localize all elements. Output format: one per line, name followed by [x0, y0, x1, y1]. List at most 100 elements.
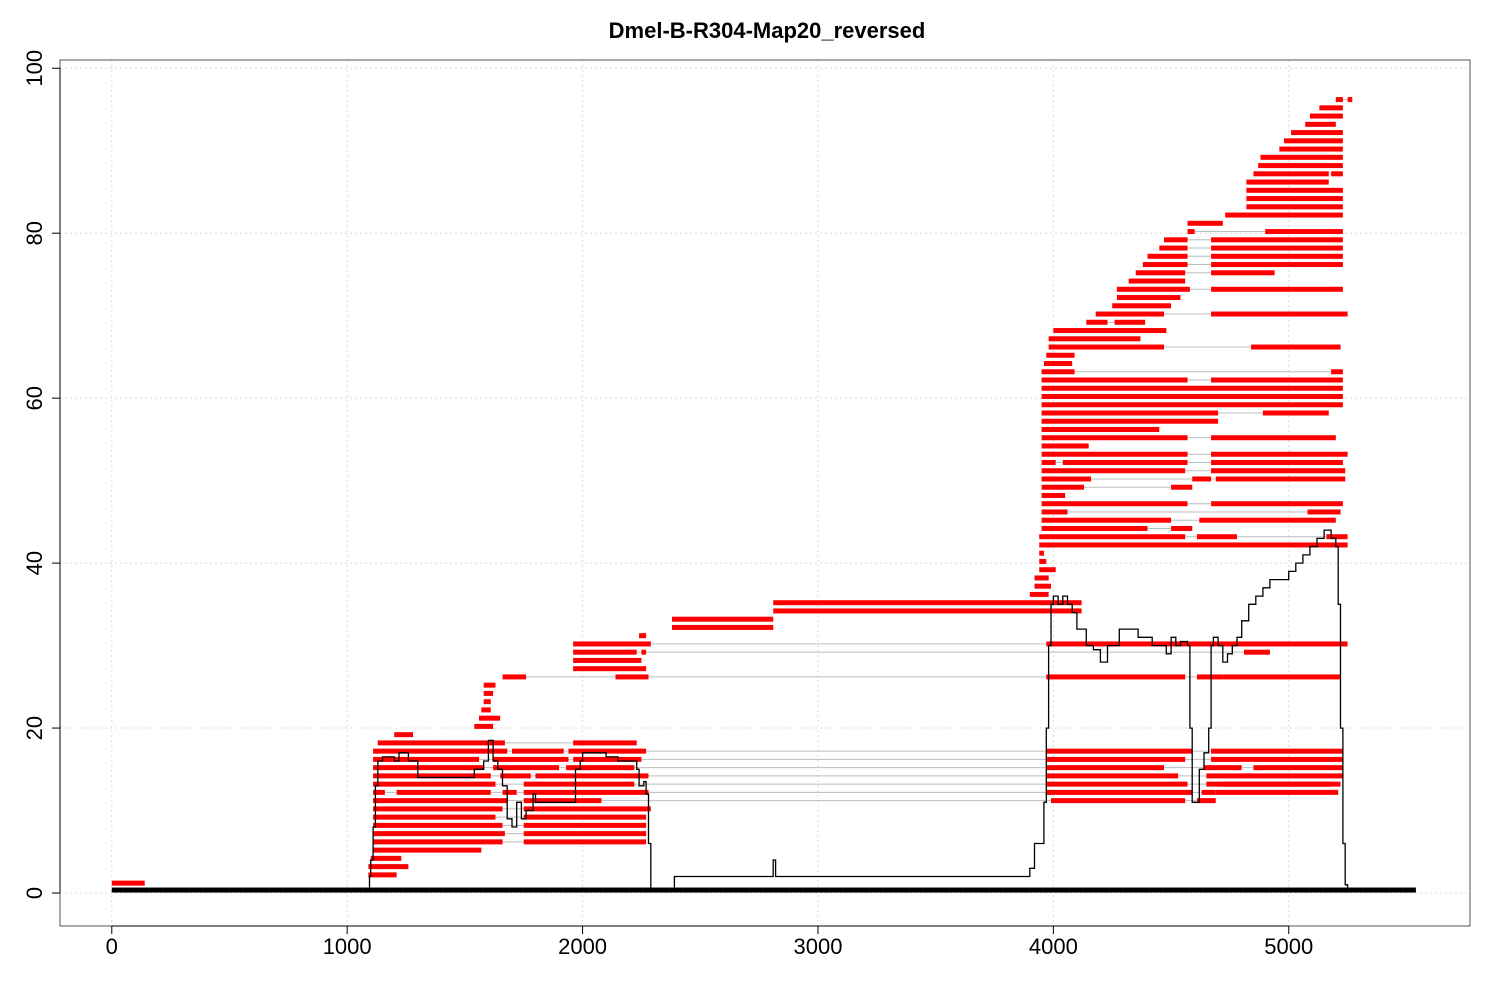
read-segment — [1034, 575, 1049, 581]
read-segment — [1159, 245, 1188, 251]
x-tick-label: 4000 — [1029, 934, 1078, 959]
read-segment — [1041, 426, 1160, 432]
read-segment — [1041, 509, 1068, 515]
y-tick-label: 20 — [22, 716, 47, 740]
read-segment — [1331, 171, 1343, 177]
read-segment — [1048, 336, 1141, 342]
read-segment — [1041, 402, 1343, 408]
read-segment — [1201, 789, 1216, 795]
read-segment — [1046, 773, 1179, 779]
read-segment — [1196, 798, 1216, 804]
read-segment — [1211, 270, 1275, 276]
read-segment — [1039, 542, 1348, 548]
read-segment — [373, 814, 496, 820]
read-segment — [373, 756, 479, 762]
read-segment — [1041, 435, 1188, 441]
read-segment — [1034, 583, 1052, 589]
read-segment — [502, 789, 517, 795]
read-segment — [1192, 476, 1212, 482]
read-segment — [1147, 253, 1188, 259]
read-segment — [1046, 765, 1164, 771]
read-segment — [1204, 765, 1242, 771]
read-segment — [474, 723, 494, 729]
coverage-line — [111, 529, 1416, 892]
read-segment — [373, 847, 482, 853]
read-segment — [1112, 303, 1172, 309]
x-tick-label: 3000 — [793, 934, 842, 959]
read-segment — [1347, 97, 1353, 103]
read-segment — [1265, 229, 1343, 235]
read-segment — [672, 624, 774, 630]
read-segment — [672, 616, 774, 622]
read-segment — [1307, 509, 1341, 515]
read-segment — [1041, 459, 1056, 465]
read-segment — [1041, 377, 1188, 383]
y-tick-label: 100 — [22, 50, 47, 87]
read-segment — [1041, 492, 1066, 498]
read-segment — [1046, 674, 1186, 680]
read-segment — [1206, 773, 1343, 779]
read-segment — [1335, 97, 1343, 103]
x-tick-label: 1000 — [323, 934, 372, 959]
read-segment — [396, 789, 491, 795]
y-tick-label: 0 — [22, 887, 47, 899]
read-segment — [481, 707, 491, 713]
coverage-line-group — [111, 529, 1416, 892]
read-segment — [1215, 476, 1346, 482]
read-segment — [1187, 220, 1223, 226]
read-segment — [368, 864, 409, 870]
x-tick-label: 5000 — [1264, 934, 1313, 959]
read-segment — [1215, 789, 1339, 795]
read-segment — [483, 682, 496, 688]
read-segment — [370, 855, 402, 861]
read-segment — [573, 649, 637, 655]
reference-span-bar — [111, 887, 1416, 893]
read-segment — [1041, 501, 1188, 507]
x-tick-label: 0 — [106, 934, 118, 959]
read-segment — [373, 806, 503, 812]
read-segment — [1251, 344, 1341, 350]
read-segment — [1222, 674, 1341, 680]
read-segment — [523, 798, 602, 804]
read-segment — [523, 789, 649, 795]
read-segment — [1284, 138, 1343, 144]
read-segment — [1039, 558, 1047, 564]
read-segments — [111, 97, 1353, 886]
read-segment — [373, 822, 503, 828]
read-segment — [1211, 501, 1343, 507]
read-segment — [1086, 319, 1108, 325]
read-segment — [1041, 476, 1092, 482]
read-segment — [573, 756, 642, 762]
read-segment — [1046, 789, 1193, 795]
read-segment — [111, 880, 145, 886]
read-segment — [493, 765, 560, 771]
read-segment — [641, 649, 647, 655]
chart-title: Dmel-B-R304-Map20_reversed — [609, 18, 926, 43]
read-segment — [1244, 649, 1270, 655]
read-segment — [373, 773, 491, 779]
read-segment — [573, 657, 642, 663]
read-segment — [1116, 295, 1181, 301]
read-segment — [1326, 534, 1348, 540]
read-segment — [1196, 534, 1237, 540]
read-segment — [1095, 311, 1164, 317]
read-segment — [1041, 468, 1186, 474]
read-segment — [1053, 328, 1167, 334]
read-segment — [523, 831, 647, 837]
read-segment — [1039, 534, 1186, 540]
read-segment — [1051, 798, 1186, 804]
read-segment — [1211, 435, 1336, 441]
read-segment — [523, 814, 647, 820]
read-segment — [1041, 418, 1219, 424]
read-segment — [1225, 212, 1343, 218]
read-segment — [373, 839, 503, 845]
read-segment — [1163, 237, 1188, 243]
read-segment — [1253, 765, 1343, 771]
read-segment — [1041, 525, 1148, 531]
read-segment — [773, 600, 1082, 606]
x-axis: 0 1000 2000 3000 4000 5000 — [106, 925, 1313, 959]
read-segment — [1171, 525, 1193, 531]
read-segment — [1279, 146, 1343, 152]
read-segment — [500, 773, 531, 779]
read-segment — [1246, 187, 1343, 193]
